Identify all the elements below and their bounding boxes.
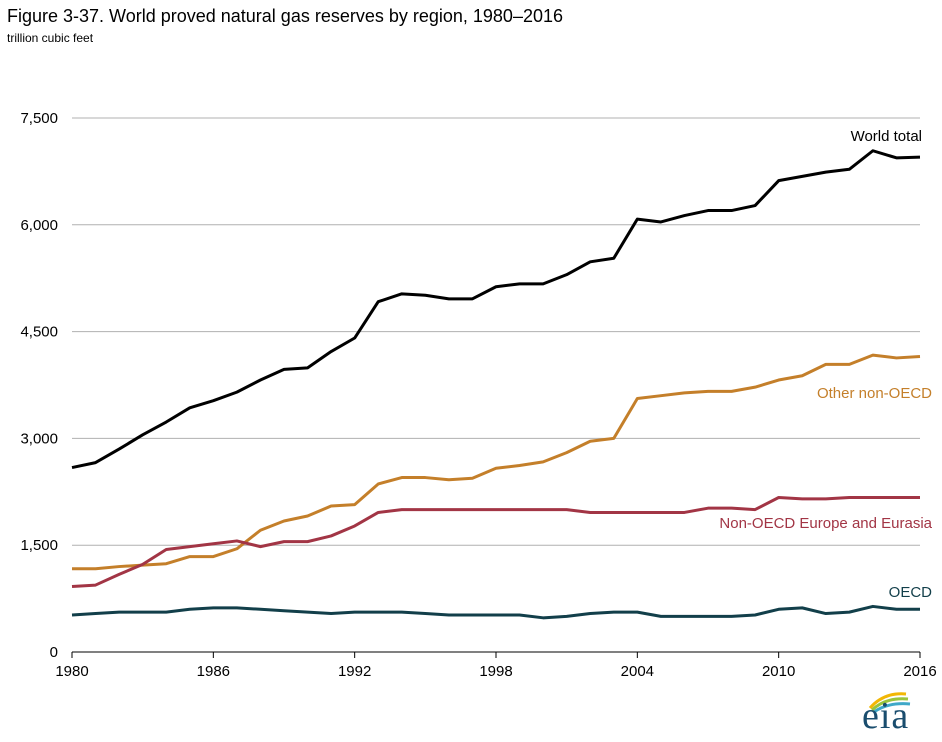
x-tick-label: 2010 — [762, 663, 795, 680]
x-tick-label: 1992 — [338, 663, 371, 680]
eia-logo-text: eia — [862, 695, 910, 737]
eia-logo-swoosh-icon — [868, 692, 911, 714]
series-line-oecd — [71, 604, 920, 620]
x-tick-label: 1980 — [55, 663, 88, 680]
y-tick-label: 4,500 — [20, 324, 58, 341]
y-tick-label: 0 — [50, 644, 58, 661]
gridlines — [72, 117, 920, 653]
eia-logo: eia — [856, 690, 916, 737]
y-tick-label: 1,500 — [20, 537, 58, 554]
x-tick-label: 1998 — [479, 663, 512, 680]
y-axis: 0 1,500 3,000 4,500 6,000 7,500 — [20, 110, 58, 661]
y-tick-label: 7,500 — [20, 110, 58, 127]
series-label-other-non-oecd: Other non-OECD — [817, 385, 932, 402]
series-labels: World total Other non-OECD Non-OECD Europe… — [719, 128, 932, 601]
y-tick-label: 6,000 — [20, 217, 58, 234]
y-tick-label: 3,000 — [20, 430, 58, 447]
chart-subtitle: trillion cubic feet — [7, 31, 94, 45]
series-lines — [71, 149, 921, 620]
series-line-other-non-oecd — [72, 353, 921, 571]
x-tick-label: 2004 — [621, 663, 654, 680]
series-label-oecd: OECD — [889, 584, 933, 601]
x-tick-label: 2016 — [903, 663, 936, 680]
series-line-world-total — [71, 149, 921, 470]
chart-title: Figure 3-37. World proved natural gas re… — [7, 6, 563, 26]
series-label-world-total: World total — [851, 128, 922, 145]
series-label-non-oecd-europe-and-eurasia: Non-OECD Europe and Eurasia — [719, 515, 932, 532]
series-line-non-oecd-europe-and-eurasia — [71, 496, 920, 588]
x-tick-label: 1986 — [197, 663, 230, 680]
x-axis: 1980 1986 1992 1998 2004 2010 2016 — [55, 652, 937, 680]
